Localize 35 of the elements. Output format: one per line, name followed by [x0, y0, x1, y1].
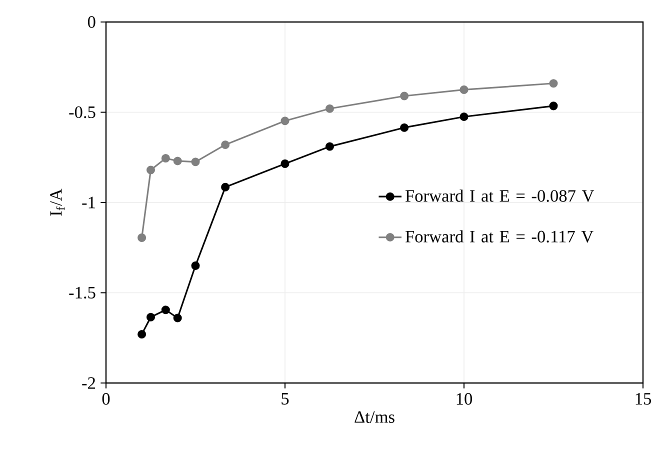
point	[173, 156, 182, 166]
point	[161, 306, 170, 314]
point	[191, 158, 200, 166]
point	[221, 182, 230, 192]
point	[173, 314, 182, 322]
y-tick-label: -2	[82, 377, 96, 389]
legend-label: Forward I at E = -0.117 V	[405, 230, 594, 243]
point	[146, 312, 156, 322]
point	[549, 102, 558, 110]
point	[191, 261, 200, 270]
x-axis-title: Δt/ms	[354, 411, 394, 423]
point	[138, 330, 146, 339]
point	[138, 233, 146, 242]
y-tick-label: -1	[82, 196, 95, 208]
x-tick-label: 15	[636, 393, 651, 405]
y-tick-label: 0	[88, 16, 96, 28]
point	[280, 159, 290, 168]
point	[325, 104, 334, 113]
point	[221, 140, 230, 150]
x-tick-label: 10	[456, 393, 472, 405]
y-tick-label: -0.5	[69, 106, 96, 118]
point	[161, 154, 170, 163]
legend-label: Forward I at E = -0.087 V	[405, 190, 594, 202]
x-tick-label: 5	[282, 393, 289, 405]
point	[146, 166, 156, 174]
x-tick-label: 0	[102, 393, 110, 405]
point	[549, 79, 558, 88]
point	[460, 85, 468, 94]
point	[460, 112, 468, 122]
y-tick-label: -1.5	[69, 286, 96, 299]
point	[325, 142, 334, 151]
point	[400, 123, 409, 132]
point	[400, 92, 409, 100]
point	[280, 116, 290, 126]
y-axis-title: I$_{f}$/A	[50, 188, 65, 216]
